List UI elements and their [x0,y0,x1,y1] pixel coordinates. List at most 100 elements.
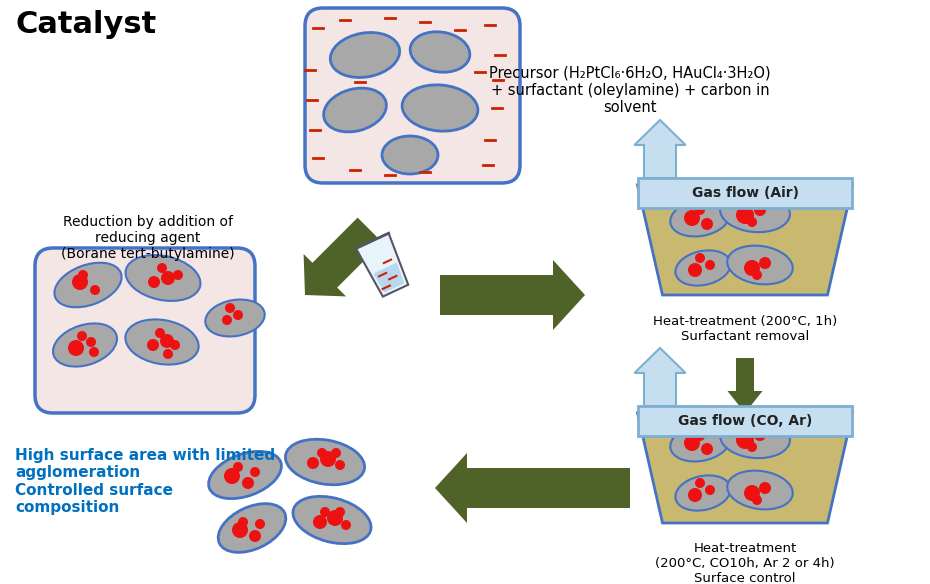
Ellipse shape [324,88,386,132]
Circle shape [736,206,754,224]
FancyArrow shape [634,120,685,178]
Circle shape [173,270,183,280]
Circle shape [752,495,762,505]
Ellipse shape [675,475,731,510]
Circle shape [90,285,100,295]
Circle shape [255,519,265,529]
Circle shape [320,451,336,467]
Circle shape [160,334,174,348]
Circle shape [89,347,99,357]
Ellipse shape [206,300,265,336]
Circle shape [250,467,260,477]
Circle shape [744,260,760,276]
Circle shape [148,276,160,288]
Polygon shape [637,185,853,295]
Circle shape [341,520,351,530]
Circle shape [320,507,330,517]
Circle shape [249,530,261,542]
Circle shape [335,507,345,517]
Ellipse shape [382,136,438,174]
Text: Heat-treatment (200°C, 1h)
Surfactant removal: Heat-treatment (200°C, 1h) Surfactant re… [653,315,837,343]
Circle shape [68,340,84,356]
Circle shape [684,210,700,226]
Ellipse shape [727,246,792,284]
FancyArrow shape [440,260,585,330]
Circle shape [752,270,762,280]
Circle shape [695,478,705,488]
Ellipse shape [126,319,199,364]
Circle shape [233,462,243,472]
Circle shape [701,218,713,230]
Circle shape [701,443,713,455]
Circle shape [78,270,88,280]
Circle shape [759,482,771,494]
Circle shape [684,435,700,451]
Text: Gas flow (Air): Gas flow (Air) [692,186,799,200]
Ellipse shape [286,439,365,485]
FancyArrow shape [727,358,763,413]
Polygon shape [373,262,405,293]
Ellipse shape [720,192,790,232]
Polygon shape [637,413,853,523]
Polygon shape [356,233,408,297]
FancyBboxPatch shape [638,178,852,208]
Circle shape [163,349,173,359]
FancyBboxPatch shape [35,248,255,413]
Circle shape [72,274,88,290]
FancyArrow shape [634,348,685,406]
FancyBboxPatch shape [305,8,520,183]
Text: Gas flow (CO, Ar): Gas flow (CO, Ar) [678,414,812,428]
Circle shape [754,204,766,216]
Circle shape [232,522,248,538]
Circle shape [224,468,240,484]
Ellipse shape [727,471,792,509]
Circle shape [747,217,757,227]
Ellipse shape [208,451,282,499]
Ellipse shape [671,200,730,237]
FancyBboxPatch shape [638,406,852,436]
Circle shape [705,260,715,270]
Circle shape [688,488,702,502]
Circle shape [695,205,705,215]
Text: High surface area with limited
agglomeration
Controlled surface
composition: High surface area with limited agglomera… [15,448,275,515]
Ellipse shape [126,255,201,301]
Circle shape [688,263,702,277]
Circle shape [157,263,167,273]
Ellipse shape [410,32,470,72]
Ellipse shape [293,496,371,544]
Circle shape [77,331,87,341]
Circle shape [317,448,327,458]
Circle shape [313,515,327,529]
Ellipse shape [671,425,730,461]
Circle shape [744,485,760,501]
Ellipse shape [330,33,400,78]
Text: Catalyst: Catalyst [15,10,156,39]
Circle shape [225,303,235,313]
Circle shape [147,339,159,351]
Circle shape [307,457,319,469]
Circle shape [242,477,254,489]
Ellipse shape [55,263,122,307]
Circle shape [238,517,248,527]
Circle shape [695,431,705,441]
Text: Reduction by addition of
reducing agent
(Borane tert-butylamine): Reduction by addition of reducing agent … [61,215,234,262]
Circle shape [222,315,232,325]
Circle shape [747,442,757,452]
Circle shape [155,328,165,338]
Text: Heat-treatment
(200°C, CO10h, Ar 2 or 4h)
Surface control: Heat-treatment (200°C, CO10h, Ar 2 or 4h… [656,542,835,584]
Ellipse shape [720,418,790,458]
Circle shape [331,448,341,458]
Ellipse shape [53,324,117,367]
Circle shape [695,253,705,263]
Circle shape [335,460,345,470]
Text: Precursor (H₂PtCl₆·6H₂O, HAuCl₄·3H₂O)
+ surfactant (oleylamine) + carbon in
solv: Precursor (H₂PtCl₆·6H₂O, HAuCl₄·3H₂O) + … [489,65,771,115]
Circle shape [86,337,96,347]
Circle shape [233,310,243,320]
Circle shape [736,431,754,449]
Ellipse shape [675,251,731,286]
Circle shape [705,485,715,495]
Ellipse shape [219,503,286,552]
Circle shape [170,340,180,350]
Ellipse shape [402,85,478,131]
Circle shape [161,271,175,285]
